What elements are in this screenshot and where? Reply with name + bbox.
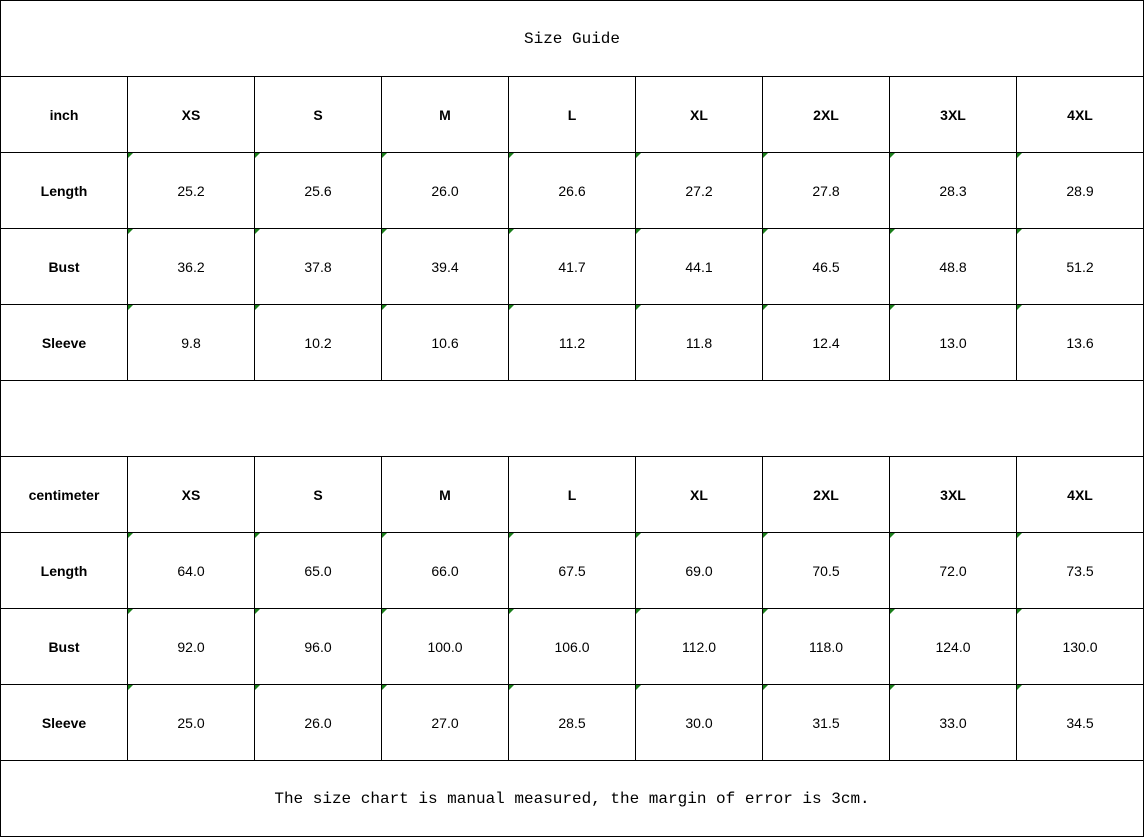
header-row: centimeter XS S M L XL 2XL 3XL 4XL [0, 456, 1144, 533]
measure-label-bust: Bust [0, 228, 128, 305]
measure-value: 34.5 [1016, 684, 1144, 761]
size-header-3xl: 3XL [889, 456, 1017, 533]
size-header-3xl: 3XL [889, 76, 1017, 153]
measure-value: 33.0 [889, 684, 1017, 761]
size-header-s: S [254, 456, 382, 533]
size-header-xl: XL [635, 456, 763, 533]
size-header-2xl: 2XL [762, 456, 890, 533]
size-header-s: S [254, 76, 382, 153]
size-header-xs: XS [127, 76, 255, 153]
measure-label-length: Length [0, 532, 128, 609]
measure-value: 73.5 [1016, 532, 1144, 609]
page-title: Size Guide [0, 0, 1144, 77]
measure-value: 112.0 [635, 608, 763, 685]
measure-value: 26.0 [381, 152, 509, 229]
measure-value: 130.0 [1016, 608, 1144, 685]
measure-value: 46.5 [762, 228, 890, 305]
measure-label-length: Length [0, 152, 128, 229]
table-row: Length 64.0 65.0 66.0 67.5 69.0 70.5 72.0 73.5 [0, 532, 1144, 609]
size-header-4xl: 4XL [1016, 76, 1144, 153]
size-header-4xl: 4XL [1016, 456, 1144, 533]
size-header-m: M [381, 456, 509, 533]
measure-value: 65.0 [254, 532, 382, 609]
measure-value: 100.0 [381, 608, 509, 685]
spacer-cell [0, 380, 1144, 457]
measure-value: 25.2 [127, 152, 255, 229]
measure-label-sleeve: Sleeve [0, 304, 128, 381]
measure-value: 10.2 [254, 304, 382, 381]
measure-value: 25.6 [254, 152, 382, 229]
size-header-l: L [508, 456, 636, 533]
size-header-xs: XS [127, 456, 255, 533]
measure-value: 25.0 [127, 684, 255, 761]
measure-value: 48.8 [889, 228, 1017, 305]
size-header-xl: XL [635, 76, 763, 153]
measure-value: 28.5 [508, 684, 636, 761]
measure-value: 70.5 [762, 532, 890, 609]
measure-value: 27.0 [381, 684, 509, 761]
size-header-m: M [381, 76, 509, 153]
measure-value: 28.9 [1016, 152, 1144, 229]
measure-value: 64.0 [127, 532, 255, 609]
measure-value: 41.7 [508, 228, 636, 305]
table-row: Length 25.2 25.6 26.0 26.6 27.2 27.8 28.3 28.9 [0, 152, 1144, 229]
measure-value: 27.8 [762, 152, 890, 229]
header-row: inch XS S M L XL 2XL 3XL 4XL [0, 76, 1144, 153]
measure-value: 69.0 [635, 532, 763, 609]
measure-label-sleeve: Sleeve [0, 684, 128, 761]
table-row: Bust 36.2 37.8 39.4 41.7 44.1 46.5 48.8 51.2 [0, 228, 1144, 305]
measure-value: 9.8 [127, 304, 255, 381]
measure-value: 118.0 [762, 608, 890, 685]
measure-value: 37.8 [254, 228, 382, 305]
table-row: Sleeve 25.0 26.0 27.0 28.5 30.0 31.5 33.0 34.5 [0, 684, 1144, 761]
measure-value: 39.4 [381, 228, 509, 305]
table-row: Sleeve 9.8 10.2 10.6 11.2 11.8 12.4 13.0 13.6 [0, 304, 1144, 381]
spacer-row [0, 380, 1144, 457]
unit-label: centimeter [0, 456, 128, 533]
measure-value: 13.6 [1016, 304, 1144, 381]
measure-value: 26.0 [254, 684, 382, 761]
measure-value: 72.0 [889, 532, 1017, 609]
measure-value: 13.0 [889, 304, 1017, 381]
measure-value: 26.6 [508, 152, 636, 229]
measure-value: 11.2 [508, 304, 636, 381]
measure-value: 36.2 [127, 228, 255, 305]
measure-value: 12.4 [762, 304, 890, 381]
measure-value: 96.0 [254, 608, 382, 685]
measure-value: 51.2 [1016, 228, 1144, 305]
measure-value: 106.0 [508, 608, 636, 685]
measure-value: 30.0 [635, 684, 763, 761]
footer-row: The size chart is manual measured, the m… [0, 760, 1144, 837]
measure-value: 27.2 [635, 152, 763, 229]
title-row: Size Guide [0, 0, 1144, 77]
measure-value: 66.0 [381, 532, 509, 609]
measure-value: 67.5 [508, 532, 636, 609]
measure-value: 28.3 [889, 152, 1017, 229]
size-header-l: L [508, 76, 636, 153]
measure-value: 44.1 [635, 228, 763, 305]
measure-value: 124.0 [889, 608, 1017, 685]
measure-label-bust: Bust [0, 608, 128, 685]
measure-value: 92.0 [127, 608, 255, 685]
size-header-2xl: 2XL [762, 76, 890, 153]
measure-value: 10.6 [381, 304, 509, 381]
table-row: Bust 92.0 96.0 100.0 106.0 112.0 118.0 124.0 130… [0, 608, 1144, 685]
measure-value: 31.5 [762, 684, 890, 761]
unit-label: inch [0, 76, 128, 153]
measure-value: 11.8 [635, 304, 763, 381]
footer-note: The size chart is manual measured, the m… [0, 760, 1144, 837]
